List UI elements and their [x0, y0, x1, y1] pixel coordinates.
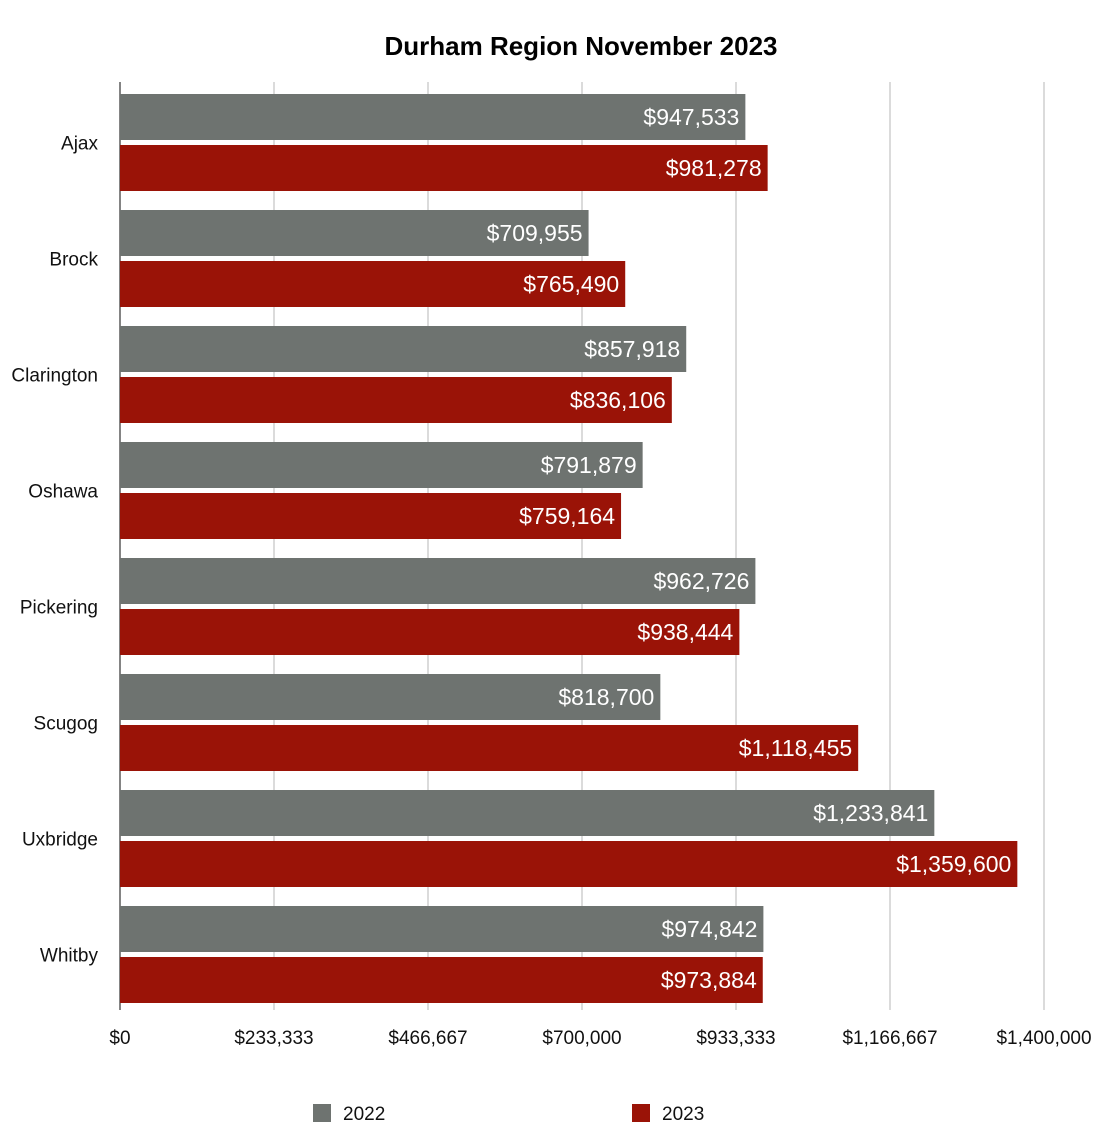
data-label: $981,278: [666, 155, 762, 181]
bar-2022-uxbridge: [120, 790, 935, 836]
data-label: $1,118,455: [739, 735, 852, 761]
category-label-ajax: Ajax: [61, 134, 98, 155]
bar-2023-scugog: [120, 725, 859, 771]
category-label-oshawa: Oshawa: [28, 482, 98, 503]
legend-label-2023: 2023: [662, 1104, 704, 1125]
category-labels: Ajax Brock Clarington Oshawa Pickering Scugog…: [11, 134, 98, 967]
data-label: $1,359,600: [896, 851, 1011, 877]
data-label: $973,884: [661, 967, 757, 993]
data-label: $962,726: [653, 568, 749, 594]
data-labels: $947,533 $981,278 $709,955 $765,490 $857,918…: [487, 104, 1012, 993]
bar-2023-clarington: [120, 377, 672, 423]
category-label-brock: Brock: [49, 250, 98, 271]
bars: [120, 94, 1018, 1003]
bar-2023-ajax: [120, 145, 768, 191]
data-label: $709,955: [487, 220, 583, 246]
bar-2023-oshawa: [120, 493, 622, 539]
category-label-uxbridge: Uxbridge: [22, 830, 98, 851]
x-tick-label: $233,333: [234, 1028, 313, 1049]
data-label: $836,106: [570, 387, 666, 413]
chart-title: Durham Region November 2023: [384, 31, 777, 61]
legend-swatch-2022: [313, 1104, 331, 1122]
data-label: $759,164: [519, 503, 615, 529]
data-label: $791,879: [541, 452, 637, 478]
bar-2022-oshawa: [120, 442, 643, 488]
x-axis-tick-labels: $0 $233,333 $466,667 $700,000 $933,333 $1,166…: [109, 1028, 1091, 1049]
legend: 2022 2023: [313, 1104, 704, 1125]
x-tick-label: $1,400,000: [996, 1028, 1091, 1049]
bar-2023-uxbridge: [120, 841, 1018, 887]
data-label: $1,233,841: [813, 800, 928, 826]
data-label: $938,444: [637, 619, 733, 645]
bar-2023-whitby: [120, 957, 763, 1003]
x-tick-label: $1,166,667: [842, 1028, 937, 1049]
data-label: $947,533: [643, 104, 739, 130]
data-label: $857,918: [584, 336, 680, 362]
legend-swatch-2023: [632, 1104, 650, 1122]
x-tick-label: $466,667: [388, 1028, 467, 1049]
bar-2022-ajax: [120, 94, 746, 140]
x-tick-label: $700,000: [542, 1028, 621, 1049]
legend-label-2022: 2022: [343, 1104, 385, 1125]
bar-2023-pickering: [120, 609, 740, 655]
category-label-whitby: Whitby: [40, 946, 99, 967]
data-label: $765,490: [523, 271, 619, 297]
bar-2022-scugog: [120, 674, 661, 720]
category-label-clarington: Clarington: [11, 366, 98, 387]
x-tick-label: $0: [109, 1028, 130, 1049]
bar-2022-pickering: [120, 558, 756, 604]
bar-2022-whitby: [120, 906, 764, 952]
x-tick-label: $933,333: [696, 1028, 775, 1049]
data-label: $818,700: [558, 684, 654, 710]
bar-2023-brock: [120, 261, 626, 307]
category-label-pickering: Pickering: [20, 598, 98, 619]
bar-2022-clarington: [120, 326, 687, 372]
category-label-scugog: Scugog: [34, 714, 98, 735]
data-label: $974,842: [661, 916, 757, 942]
bar-2022-brock: [120, 210, 589, 256]
